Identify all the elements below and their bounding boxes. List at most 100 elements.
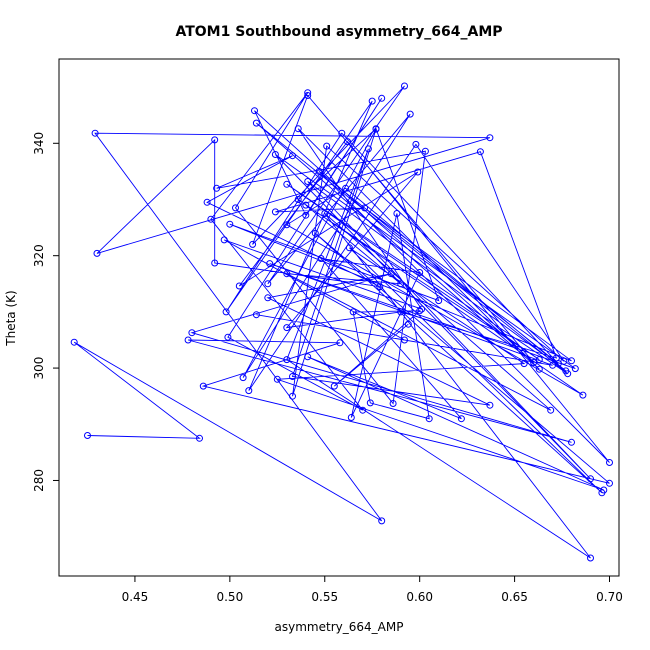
data-point <box>406 110 414 118</box>
data-point <box>304 178 312 185</box>
data-point <box>294 196 302 203</box>
y-tick-label: 280 <box>32 469 46 492</box>
data-point <box>271 151 279 158</box>
data-point <box>587 475 594 483</box>
data-point <box>568 438 575 446</box>
data-point <box>239 374 247 382</box>
data-point <box>264 294 272 302</box>
data-point <box>289 152 296 160</box>
data-point <box>220 236 228 244</box>
data-point <box>349 308 357 316</box>
data-point <box>366 399 374 407</box>
data-point <box>387 270 395 278</box>
data-point <box>235 282 243 290</box>
x-tick-label: 0.70 <box>596 590 623 604</box>
data-point <box>249 240 257 248</box>
data-point <box>271 208 279 216</box>
data-point <box>547 406 555 414</box>
x-tick-label: 0.65 <box>501 590 528 604</box>
data-point <box>289 373 296 380</box>
data-point <box>342 184 350 192</box>
data-point <box>564 370 572 378</box>
data-point <box>283 356 291 364</box>
data-point <box>606 459 613 466</box>
data-point <box>345 244 353 252</box>
data-point <box>344 138 351 146</box>
data-point <box>188 329 196 337</box>
data-point <box>600 486 608 494</box>
data-point <box>359 406 367 414</box>
data-point <box>397 308 405 316</box>
data-point <box>416 269 424 276</box>
data-point <box>245 387 253 395</box>
data-point <box>587 554 594 562</box>
data-point <box>264 280 272 288</box>
data-point <box>211 259 219 267</box>
x-axis-label: asymmetry_664_AMP <box>275 620 404 634</box>
data-point <box>486 401 494 409</box>
data-point <box>364 145 372 153</box>
data-point <box>530 359 538 366</box>
data-point <box>222 308 230 316</box>
data-point <box>476 148 484 156</box>
data-point <box>425 415 433 423</box>
data-point <box>196 434 203 442</box>
data-point <box>91 129 99 137</box>
y-tick-label: 300 <box>32 357 46 380</box>
data-point <box>317 255 325 262</box>
data-point <box>224 333 232 341</box>
data-point <box>266 260 274 268</box>
x-tick-label: 0.60 <box>406 590 433 604</box>
data-point <box>211 136 219 144</box>
data-point <box>302 201 310 209</box>
data-point <box>199 382 207 390</box>
data-point <box>70 338 78 346</box>
data-point <box>311 229 319 237</box>
data-point <box>321 210 329 217</box>
data-point <box>283 324 291 332</box>
data-point <box>323 142 331 150</box>
data-point <box>252 119 260 127</box>
data-point <box>416 307 424 315</box>
data-point <box>404 320 412 328</box>
data-point <box>401 336 408 344</box>
data-point <box>338 129 346 137</box>
data-point <box>418 305 426 313</box>
data-point <box>184 336 192 344</box>
data-point <box>361 204 369 212</box>
data-point <box>226 220 234 228</box>
data-point <box>552 354 560 362</box>
data-point <box>372 125 380 133</box>
chart-title: ATOM1 Southbound asymmetry_664_AMP <box>175 24 502 40</box>
data-point <box>389 400 397 407</box>
data-point <box>378 94 386 102</box>
data-point <box>535 365 543 373</box>
data-point <box>457 415 465 423</box>
data-point <box>304 89 312 97</box>
data-point <box>412 140 420 148</box>
y-tick-label: 320 <box>32 244 46 267</box>
data-point <box>273 375 281 383</box>
data-point <box>315 167 323 175</box>
series-line <box>73 85 610 559</box>
data-point <box>378 517 386 525</box>
y-axis-label: Theta (K) <box>4 290 18 346</box>
data-point <box>414 168 422 176</box>
data-point <box>336 339 344 347</box>
data-point <box>549 361 557 369</box>
data-point <box>304 353 312 361</box>
data-point <box>302 211 310 219</box>
data-point <box>435 297 443 305</box>
data-point <box>283 180 291 188</box>
data-series <box>70 82 613 562</box>
x-tick-label: 0.45 <box>122 590 149 604</box>
data-point <box>571 365 579 373</box>
x-tick-label: 0.50 <box>216 590 243 604</box>
data-point <box>401 82 408 90</box>
plot-frame <box>58 58 620 577</box>
y-tick-label: 340 <box>32 132 46 155</box>
data-point <box>568 357 575 365</box>
data-point <box>294 125 302 133</box>
data-point <box>397 280 405 288</box>
